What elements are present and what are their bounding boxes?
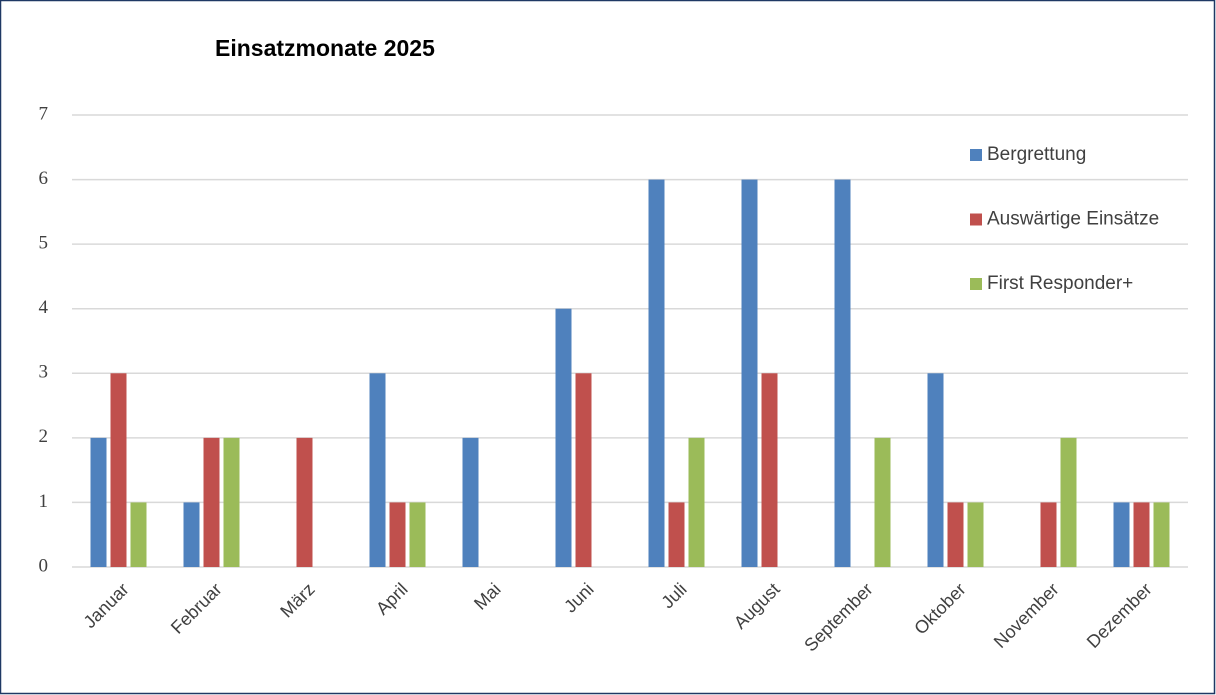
bar <box>761 373 778 567</box>
bar <box>555 308 572 567</box>
bar <box>834 179 851 568</box>
bar <box>1040 502 1057 567</box>
bar <box>1060 437 1077 567</box>
bar <box>874 437 891 567</box>
bar <box>110 373 127 567</box>
bar <box>648 179 665 568</box>
bar <box>389 502 406 567</box>
y-tick-label: 5 <box>39 233 49 254</box>
bar <box>741 179 758 568</box>
y-tick-label: 2 <box>39 426 49 447</box>
y-tick-label: 7 <box>39 103 49 124</box>
bar <box>203 437 220 567</box>
legend-label: Auswärtige Einsätze <box>987 209 1159 230</box>
bar <box>409 502 426 567</box>
legend-swatch <box>970 278 982 290</box>
legend-swatch <box>970 149 982 161</box>
bar <box>947 502 964 567</box>
bar <box>1113 502 1130 567</box>
bar <box>967 502 984 567</box>
legend-label: Bergrettung <box>987 144 1086 165</box>
bar <box>668 502 685 567</box>
y-tick-label: 6 <box>39 168 49 189</box>
y-tick-label: 0 <box>39 555 49 576</box>
bar <box>183 502 200 567</box>
legend-label: First Responder+ <box>987 273 1133 294</box>
chart-title: Einsatzmonate 2025 <box>215 35 435 61</box>
y-tick-label: 1 <box>39 491 49 512</box>
bar <box>462 437 479 567</box>
bar <box>575 373 592 567</box>
bar <box>296 437 313 567</box>
y-tick-label: 3 <box>39 362 49 383</box>
bar <box>688 437 705 567</box>
bar <box>369 373 386 567</box>
bar <box>1153 502 1170 567</box>
bar <box>223 437 240 567</box>
bar <box>130 502 147 567</box>
legend-swatch <box>970 213 982 226</box>
bar <box>90 437 107 567</box>
bar <box>1133 502 1150 567</box>
y-tick-label: 4 <box>39 297 49 318</box>
bar <box>927 373 944 567</box>
